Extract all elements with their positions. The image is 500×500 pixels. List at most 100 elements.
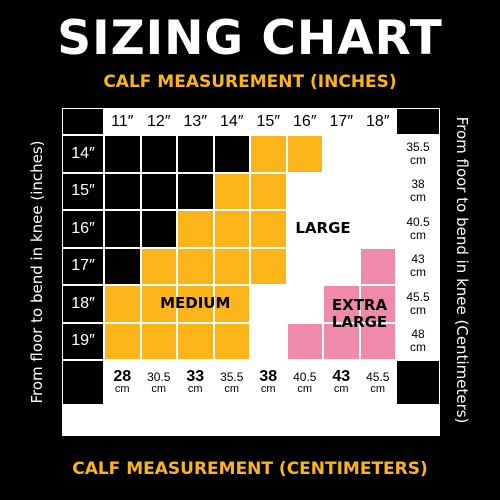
size-cell-extra-large bbox=[360, 286, 395, 322]
column-cm-value: 40.5 bbox=[293, 369, 317, 384]
column-header-inches: 11″ bbox=[111, 112, 134, 130]
row-header-cm: 38 cm bbox=[396, 173, 440, 211]
size-cell-extra-large bbox=[360, 323, 395, 359]
size-cell-medium bbox=[178, 286, 213, 322]
column-footer-cell bbox=[251, 361, 286, 404]
column-header-inches: 17″ bbox=[329, 112, 353, 130]
row-header-inches: 19″ bbox=[71, 332, 95, 350]
size-cell-none bbox=[105, 136, 140, 172]
extra-large-zone-label-text: LARGE bbox=[331, 313, 388, 331]
row-header-inches: 18″ bbox=[71, 294, 95, 312]
medium-zone-label: MEDIUM bbox=[141, 295, 251, 312]
grid-corner-bottom-right bbox=[397, 361, 439, 404]
size-cell-large bbox=[251, 323, 286, 359]
column-header-cell bbox=[214, 109, 249, 134]
size-cell-extra-large bbox=[360, 248, 395, 284]
right-axis-label: From floor to bend in knee (Centimeters) bbox=[453, 116, 471, 424]
size-cell-medium bbox=[141, 323, 176, 359]
size-cell-large bbox=[287, 211, 322, 247]
row-cm-unit: cm bbox=[410, 302, 426, 317]
calf-centimeters-heading: CALF MEASUREMENT (CENTIMETERS) bbox=[72, 459, 428, 479]
row-header-inches: 14″ bbox=[71, 144, 95, 162]
size-cell-large bbox=[324, 211, 359, 247]
size-cell-none bbox=[178, 173, 213, 209]
column-header-cell bbox=[105, 109, 140, 134]
size-cell-large bbox=[324, 136, 359, 172]
row-cm-value: 48 bbox=[411, 327, 425, 342]
column-footer-cell bbox=[324, 361, 359, 404]
column-footer-cell bbox=[105, 361, 140, 404]
size-cell-medium bbox=[251, 173, 286, 209]
row-header-cell bbox=[63, 211, 103, 247]
size-cell-large bbox=[287, 286, 322, 322]
column-header-cell bbox=[324, 109, 359, 134]
size-cell-large bbox=[360, 173, 395, 209]
size-cell-medium bbox=[178, 323, 213, 359]
column-cm-unit: cm bbox=[297, 382, 313, 395]
size-cell-medium bbox=[214, 173, 249, 209]
left-axis-label: From floor to bend in knee (inches) bbox=[28, 140, 46, 404]
column-cm-unit: cm bbox=[260, 382, 276, 395]
column-cm-value: 35.5 bbox=[220, 369, 244, 384]
chart-title: SIZING CHART bbox=[57, 11, 443, 66]
size-cell-none bbox=[141, 136, 176, 172]
row-cm-value: 38 bbox=[411, 177, 425, 192]
size-cell-medium bbox=[251, 136, 286, 172]
column-footer-cm: 38 cm bbox=[250, 360, 287, 405]
row-cm-cell bbox=[397, 248, 439, 284]
column-cm-unit: cm bbox=[370, 382, 386, 395]
size-cell-large bbox=[251, 286, 286, 322]
column-footer-cell bbox=[141, 361, 176, 404]
size-cell-medium bbox=[287, 136, 322, 172]
column-cm-unit: cm bbox=[224, 382, 240, 395]
column-footer-cm: 28 cm bbox=[104, 360, 141, 405]
sizing-grid: 11″ 12″ 13″ 14″ 15″ 16″ 17″ 18″ 14″ 35.5 cm 15″ 38 cm… bbox=[62, 108, 440, 436]
size-cell-medium bbox=[105, 323, 140, 359]
row-header-cm: 48 cm bbox=[396, 323, 440, 361]
column-footer-cm: 30.5 cm bbox=[141, 360, 178, 405]
row-cm-unit: cm bbox=[410, 227, 426, 242]
column-cm-unit: cm bbox=[187, 382, 203, 395]
row-cm-value: 43 bbox=[411, 252, 425, 267]
size-cell-none bbox=[105, 173, 140, 209]
size-cell-none bbox=[105, 211, 140, 247]
column-footer-cm: 43 cm bbox=[323, 360, 360, 405]
row-cm-cell bbox=[397, 323, 439, 359]
row-header-cell bbox=[63, 248, 103, 284]
row-header-cell bbox=[63, 136, 103, 172]
row-cm-cell bbox=[397, 173, 439, 209]
extra-large-zone-label: EXTRA LARGE bbox=[305, 297, 414, 331]
column-cm-value: 38 bbox=[259, 367, 278, 385]
column-header-inches: 15″ bbox=[256, 112, 280, 130]
size-cell-extra-large bbox=[287, 323, 322, 359]
grid-corner-bottom-left bbox=[63, 361, 103, 404]
size-cell-large bbox=[287, 248, 322, 284]
column-footer-cell bbox=[214, 361, 249, 404]
row-cm-value: 35.5 bbox=[406, 139, 430, 154]
extra-large-zone-label-text: EXTRA bbox=[331, 296, 388, 314]
column-footer-cell bbox=[178, 361, 213, 404]
column-cm-value: 43 bbox=[332, 367, 351, 385]
size-cell-medium bbox=[178, 248, 213, 284]
column-header-cell bbox=[287, 109, 322, 134]
column-header-inches: 18″ bbox=[366, 112, 390, 130]
column-cm-value: 30.5 bbox=[147, 369, 171, 384]
column-cm-value: 28 bbox=[113, 367, 132, 385]
column-header-cell bbox=[251, 109, 286, 134]
column-footer-cm: 33 cm bbox=[177, 360, 214, 405]
size-cell-medium bbox=[214, 248, 249, 284]
column-cm-unit: cm bbox=[114, 382, 130, 395]
size-cell-none bbox=[141, 211, 176, 247]
size-cell-medium bbox=[214, 323, 249, 359]
size-cell-none bbox=[214, 136, 249, 172]
size-cell-large bbox=[324, 248, 359, 284]
size-cell-none bbox=[105, 248, 140, 284]
column-footer-cm: 40.5 cm bbox=[287, 360, 324, 405]
row-header-cm: 35.5 cm bbox=[396, 135, 440, 173]
size-cell-medium bbox=[178, 211, 213, 247]
size-cell-large bbox=[360, 211, 395, 247]
row-header-inches: 15″ bbox=[71, 182, 95, 200]
column-footer-cell bbox=[360, 361, 395, 404]
grid-corner-top-right bbox=[397, 109, 439, 134]
column-footer-cm: 35.5 cm bbox=[214, 360, 251, 405]
